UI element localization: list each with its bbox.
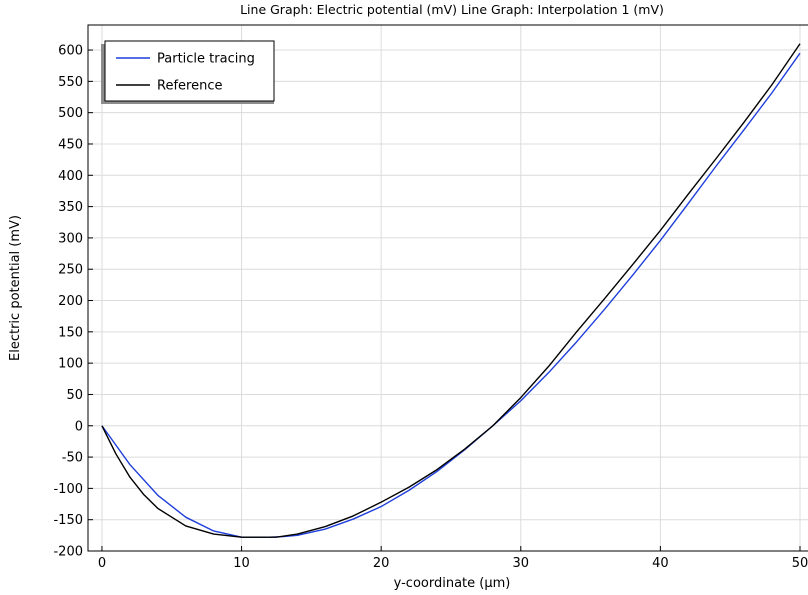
x-tick-label: 30 xyxy=(513,556,530,571)
plot-area-frame xyxy=(87,24,808,552)
y-tick-label: 550 xyxy=(58,75,83,90)
y-axis-label: Electric potential (mV) xyxy=(8,215,23,361)
y-tick-label: 450 xyxy=(58,137,83,152)
x-tick-label: 0 xyxy=(98,556,106,571)
y-tick-label: 600 xyxy=(58,44,83,59)
grid xyxy=(88,25,808,552)
series-line-reference xyxy=(101,43,801,538)
y-tick-label: -100 xyxy=(53,482,83,497)
y-tick-label: 350 xyxy=(58,200,83,215)
x-tick-label: 50 xyxy=(792,556,808,571)
y-tick-label: 150 xyxy=(58,325,83,340)
y-tick-label: 0 xyxy=(75,419,83,434)
y-tick-label: 300 xyxy=(58,231,83,246)
chart-title: Line Graph: Electric potential (mV) Line… xyxy=(240,2,664,17)
y-tick-label: -50 xyxy=(62,451,83,466)
y-tick-label: 500 xyxy=(58,106,83,121)
y-tick-label: 200 xyxy=(58,294,83,309)
x-tick-label: 20 xyxy=(373,556,390,571)
x-tick-label: 10 xyxy=(233,556,250,571)
y-tick-label: -200 xyxy=(53,545,83,560)
legend: Particle tracing Reference xyxy=(101,40,275,104)
legend-box xyxy=(104,40,275,102)
x-tick-label: 40 xyxy=(652,556,669,571)
y-tick-label: -150 xyxy=(53,513,83,528)
x-axis: 0 10 20 30 40 50 xyxy=(98,546,808,571)
series-line-particle-tracing xyxy=(101,52,801,538)
y-tick-label: 100 xyxy=(58,357,83,372)
legend-label: Reference xyxy=(157,79,222,94)
x-axis-label: y-coordinate (µm) xyxy=(394,576,511,591)
y-tick-label: 250 xyxy=(58,263,83,278)
y-tick-label: 400 xyxy=(58,169,83,184)
y-axis: -200 -150 -100 -50 0 50 100 150 200 250 300 350 400 4… xyxy=(53,44,93,560)
legend-label: Particle tracing xyxy=(157,52,255,67)
y-tick-label: 50 xyxy=(66,388,83,403)
series-layer xyxy=(101,43,801,538)
